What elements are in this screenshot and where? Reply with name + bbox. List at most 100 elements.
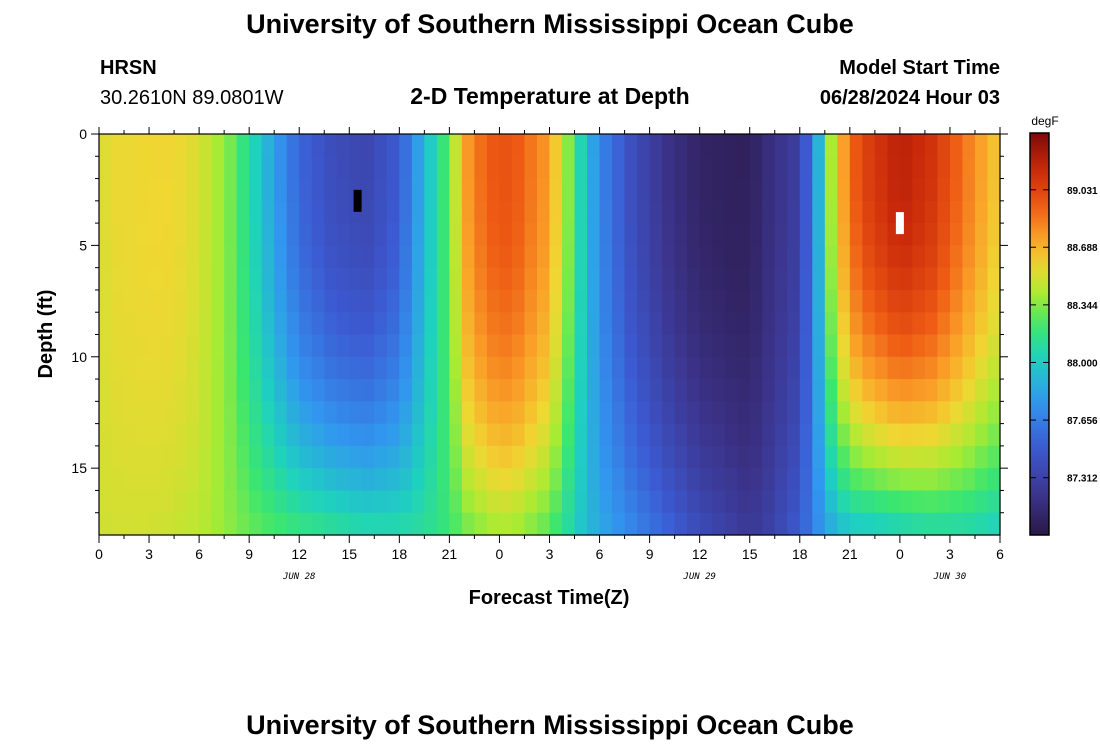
heatmap-cell xyxy=(899,468,913,492)
heatmap-cell xyxy=(849,468,863,492)
heatmap-cell xyxy=(261,178,275,202)
heatmap-cell xyxy=(324,356,338,380)
heatmap-cell xyxy=(236,445,250,469)
heatmap-cell xyxy=(749,178,763,202)
heatmap-cell xyxy=(562,156,576,180)
heatmap-cell xyxy=(687,312,701,336)
heatmap-cell xyxy=(424,289,438,313)
heatmap-cell xyxy=(461,289,476,313)
heatmap-cell xyxy=(361,445,375,469)
heatmap-cell xyxy=(862,134,876,157)
heatmap-cell xyxy=(399,401,413,425)
heatmap-cell xyxy=(912,267,926,291)
heatmap-cell xyxy=(249,312,263,336)
heatmap-cell xyxy=(111,134,125,157)
heatmap-cell xyxy=(461,423,476,447)
heatmap-cell xyxy=(361,156,375,180)
heatmap-cell xyxy=(374,312,388,336)
heatmap-cell xyxy=(624,401,638,425)
heatmap-cell xyxy=(511,356,526,380)
heatmap-cell xyxy=(99,200,113,224)
heatmap-cell xyxy=(774,512,788,536)
heatmap-cell xyxy=(199,245,213,269)
heatmap-cell xyxy=(824,312,838,336)
heatmap-cell xyxy=(136,401,150,425)
heatmap-cell xyxy=(511,379,526,402)
heatmap-cell xyxy=(436,134,450,157)
heatmap-cell xyxy=(749,289,763,313)
heatmap-cell xyxy=(399,134,413,157)
heatmap-cell xyxy=(887,312,901,336)
heatmap-cell xyxy=(474,245,488,269)
heatmap-cell xyxy=(386,423,400,447)
heatmap-cell xyxy=(361,490,375,514)
heatmap-cell xyxy=(236,223,250,246)
heatmap-cell xyxy=(587,156,601,180)
heatmap-cell xyxy=(161,200,175,224)
heatmap-cell xyxy=(124,289,138,313)
heatmap-cell xyxy=(712,356,726,380)
heatmap-cell xyxy=(99,289,113,313)
heatmap-cell xyxy=(411,200,425,224)
heatmap-cell xyxy=(762,200,776,224)
x-tick-label: 3 xyxy=(145,546,153,562)
heatmap-cell xyxy=(887,178,901,202)
heatmap-cell xyxy=(574,178,588,202)
heatmap-cell xyxy=(161,156,175,180)
heatmap-cell xyxy=(562,401,576,425)
heatmap-cell xyxy=(386,356,400,380)
heatmap-cell xyxy=(299,490,313,514)
heatmap-cell xyxy=(662,200,676,224)
heatmap-cell xyxy=(299,423,313,447)
heatmap-cell xyxy=(724,445,738,469)
heatmap-cell xyxy=(249,468,263,492)
heatmap-cell xyxy=(336,134,350,157)
heatmap-cell xyxy=(924,178,939,202)
heatmap-cell xyxy=(211,490,225,514)
heatmap-cell xyxy=(449,512,463,536)
heatmap-cell xyxy=(311,401,325,425)
heatmap-cell xyxy=(649,200,663,224)
x-tick-label: 9 xyxy=(245,546,253,562)
heatmap-cell xyxy=(887,156,901,180)
heatmap-cell xyxy=(274,267,288,291)
heatmap-cell xyxy=(311,334,325,358)
page-title-bottom: University of Southern Mississippi Ocean… xyxy=(246,710,854,740)
heatmap-cell xyxy=(812,490,826,514)
heatmap-cell xyxy=(849,356,863,380)
heatmap-cell xyxy=(99,423,113,447)
heatmap-cell xyxy=(111,445,125,469)
y-tick-label: 5 xyxy=(79,237,87,253)
heatmap-cell xyxy=(386,156,400,180)
heatmap-cell xyxy=(199,356,213,380)
heatmap-cell xyxy=(949,223,964,246)
heatmap-cell xyxy=(274,134,288,157)
heatmap-cell xyxy=(349,379,363,402)
heatmap-cell xyxy=(299,200,313,224)
heatmap-cell xyxy=(712,200,726,224)
heatmap-cell xyxy=(874,156,888,180)
heatmap-cell xyxy=(224,512,238,536)
heatmap-cell xyxy=(924,445,939,469)
heatmap-cell xyxy=(974,334,989,358)
heatmap-cell xyxy=(899,178,913,202)
heatmap-cell xyxy=(499,401,513,425)
colorbar-unit: degF xyxy=(1031,114,1058,128)
heatmap-cell xyxy=(349,445,363,469)
heatmap-cell xyxy=(812,200,826,224)
heatmap-cell xyxy=(236,401,250,425)
heatmap-cell xyxy=(461,334,476,358)
heatmap-cell xyxy=(111,512,125,536)
heatmap-cell xyxy=(912,512,926,536)
heatmap-cell xyxy=(962,356,976,380)
heatmap-cell xyxy=(824,445,838,469)
heatmap-cell xyxy=(774,379,788,402)
heatmap-cell xyxy=(199,423,213,447)
heatmap-cell xyxy=(549,334,563,358)
heatmap-cell xyxy=(286,401,300,425)
heatmap-cell xyxy=(762,468,776,492)
heatmap-cell xyxy=(812,134,826,157)
heatmap-cell xyxy=(299,223,313,246)
heatmap-cell xyxy=(849,490,863,514)
heatmap-cell xyxy=(236,490,250,514)
